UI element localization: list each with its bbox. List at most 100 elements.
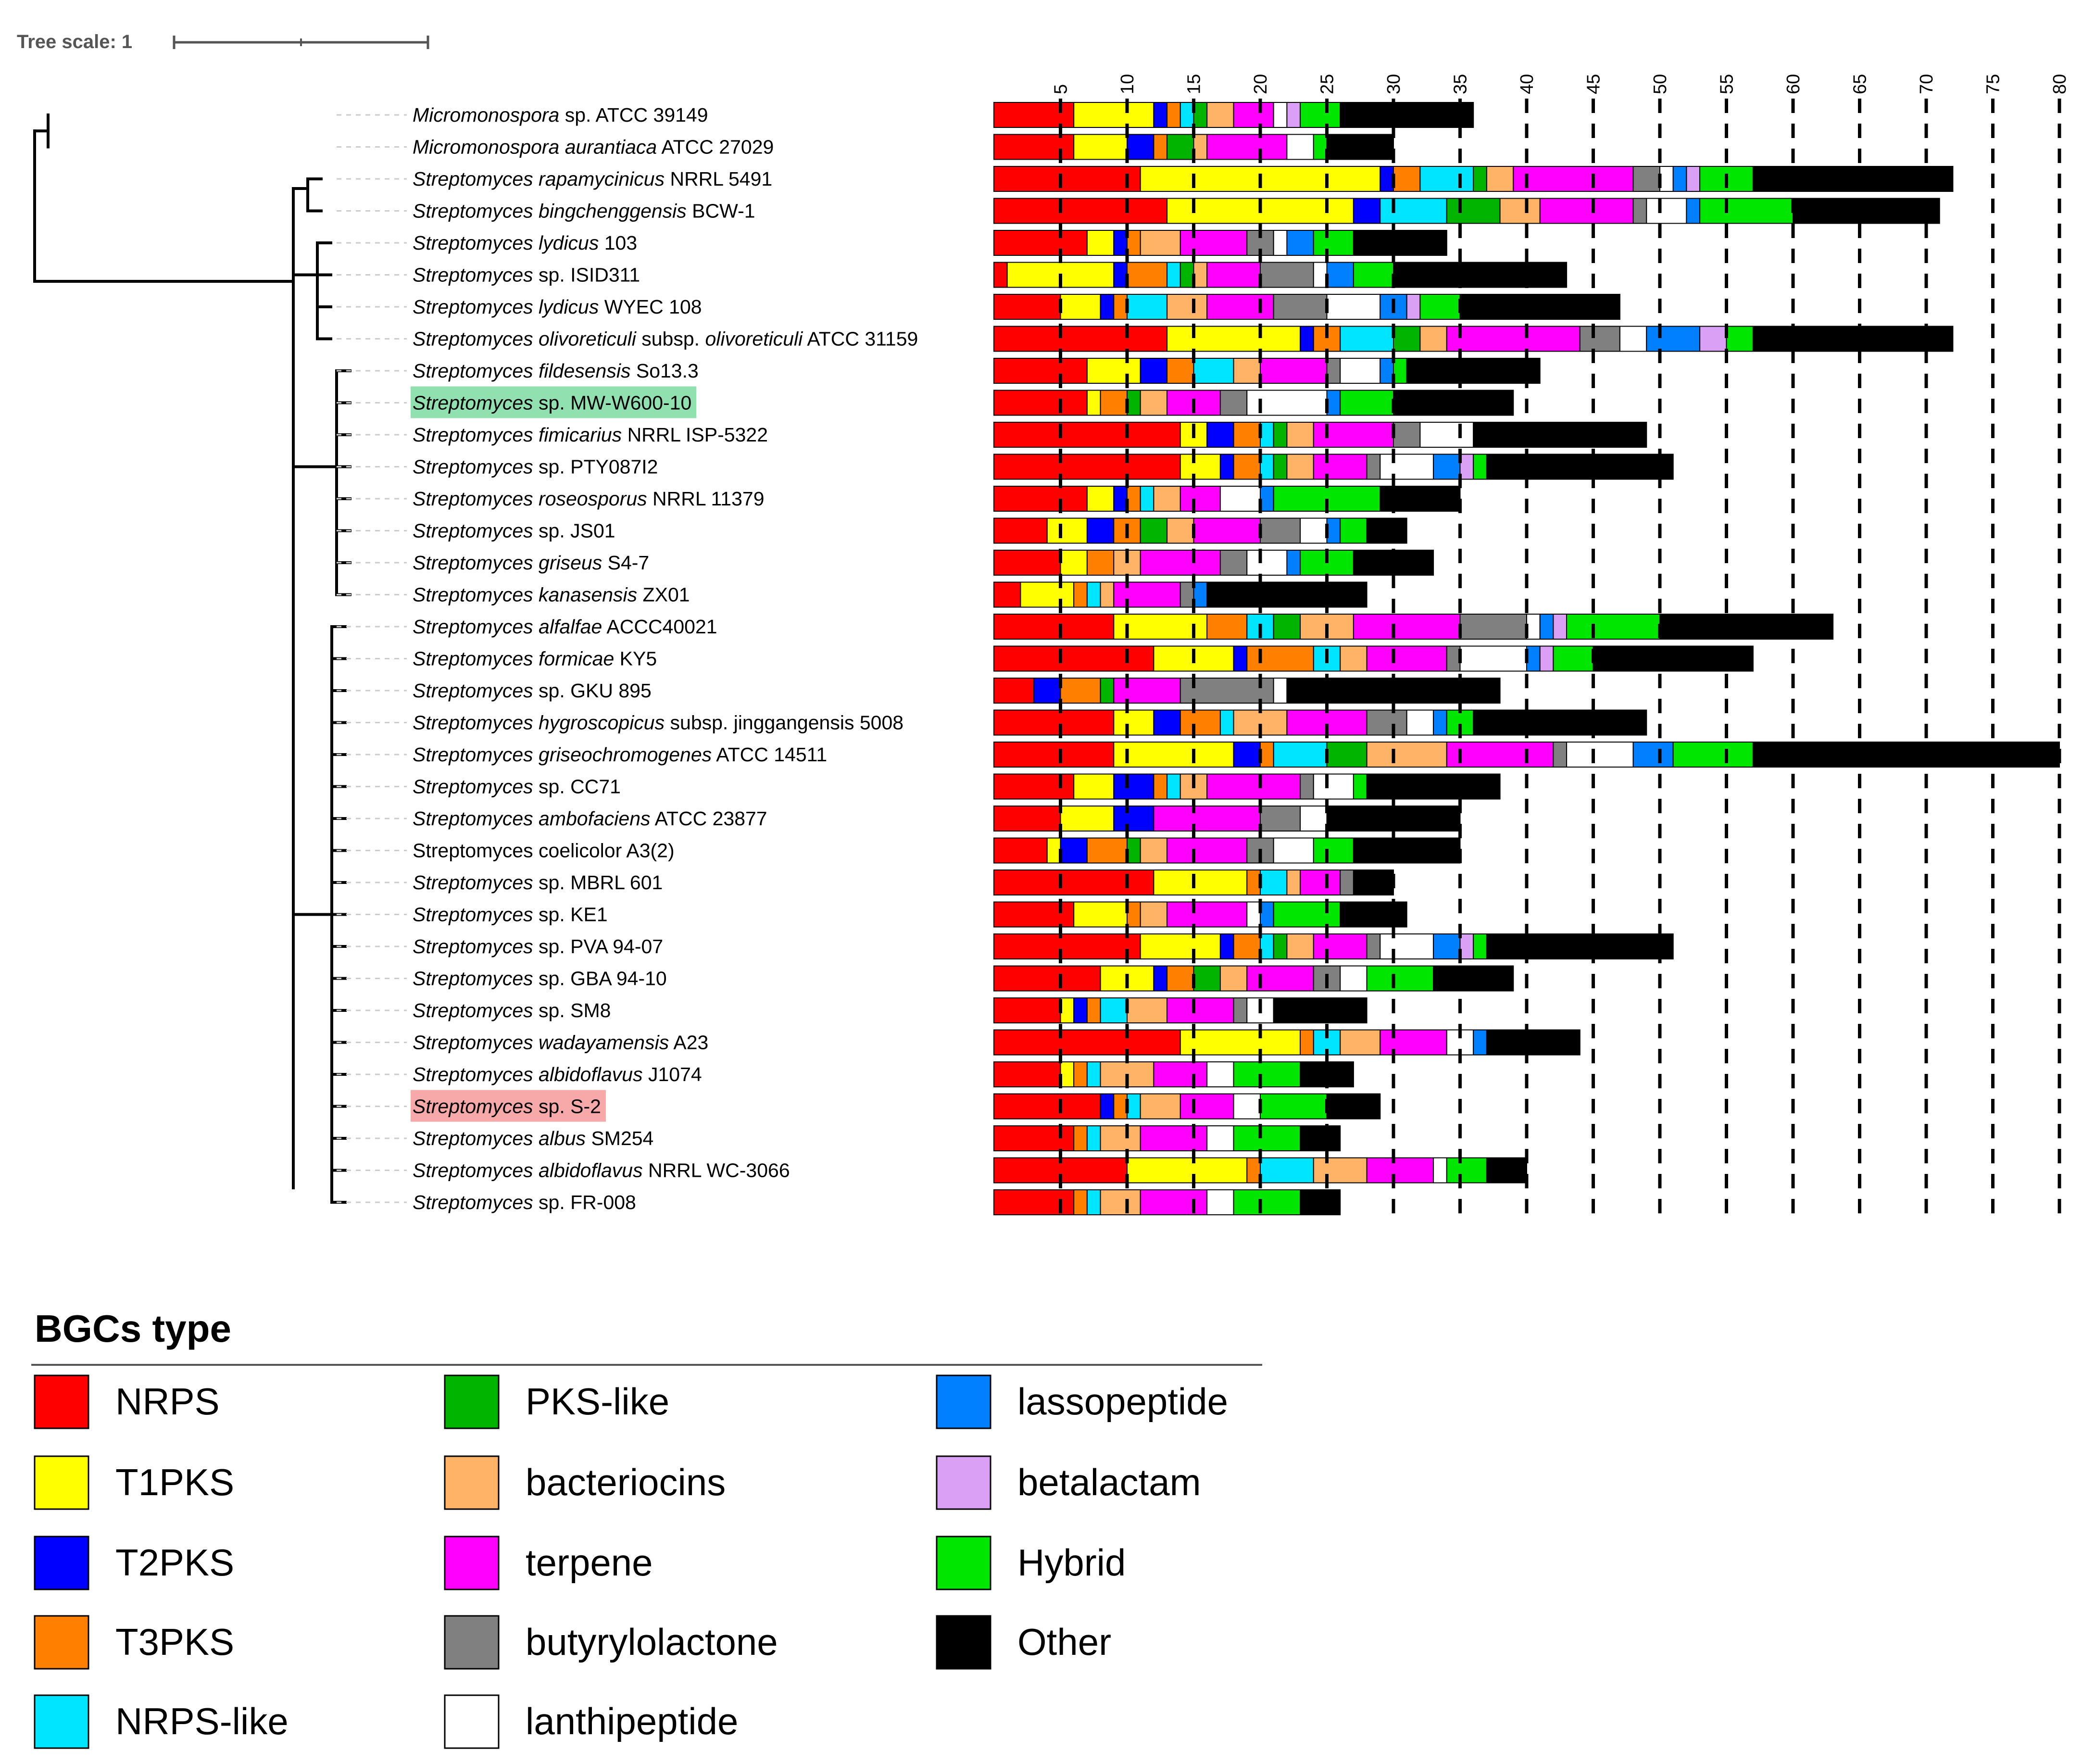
bar-row: [993, 1189, 1341, 1215]
legend-title: BGCs type: [35, 1307, 231, 1350]
bar-segment-bacteriocins: [1486, 166, 1514, 192]
bar-row: [993, 869, 1394, 895]
tree-scale-label: Tree scale: 1: [17, 31, 132, 52]
bar-segment-t3pks: [1060, 678, 1101, 704]
taxon-label-part: WYEC 108: [599, 296, 702, 318]
taxon-label-part: Streptomyces: [413, 871, 533, 894]
bar-segment-t3pks: [1113, 1093, 1128, 1120]
bar-segment-t3pks: [1153, 134, 1168, 160]
bar-segment-bacteriocins: [1100, 1125, 1141, 1151]
bar-row: [993, 262, 1568, 288]
bar-row: [993, 198, 1940, 224]
x-tick-label: 10: [1117, 74, 1138, 94]
bar-segment-nrps: [993, 166, 1141, 192]
bar-segment-butyrylolactone: [1273, 294, 1328, 320]
bar-segment-hybrid: [1473, 454, 1487, 480]
taxon-label: Streptomyces sp. SM8: [413, 999, 611, 1021]
taxon-label-part: sp. ATCC 39149: [559, 104, 708, 126]
bar-segment-t1pks: [1060, 997, 1075, 1023]
legend-label: lassopeptide: [1017, 1380, 1228, 1423]
bar-segment-other: [1459, 294, 1620, 320]
bar-segment-lassopeptide: [1632, 742, 1674, 768]
bar-segment-terpene: [1366, 645, 1447, 672]
legend-item: Other: [936, 1615, 1111, 1670]
bar-segment-t2pks: [1219, 454, 1234, 480]
bar-segment-lanthipeptide: [1246, 550, 1288, 576]
bar-segment-nrps: [993, 742, 1115, 768]
taxon-label: Streptomyces alfalfae ACCC40021: [413, 616, 717, 638]
legend-item: terpene: [444, 1536, 653, 1590]
bar-segment-lanthipeptide: [1273, 230, 1288, 256]
bar-segment-nrps-like: [1380, 198, 1447, 224]
legend-swatch: [444, 1694, 500, 1749]
bar-segment-terpene: [1246, 965, 1314, 992]
bar-segment-t1pks: [1046, 837, 1061, 864]
phylogenetic-tree: [33, 113, 351, 1204]
bar-segment-nrps-like: [1260, 422, 1274, 448]
bar-segment-bacteriocins: [1366, 742, 1447, 768]
bar-segment-t2pks: [1113, 806, 1154, 832]
taxon-label-part: Streptomyces fildesensis: [413, 360, 630, 382]
legend-label: T2PKS: [115, 1541, 234, 1584]
taxon-label: Streptomyces fimicarius NRRL ISP-5322: [413, 424, 768, 446]
x-tick-label: 35: [1451, 74, 1471, 94]
taxon-label-part: Streptomyces kanasensis: [413, 584, 637, 606]
bar-segment-t3pks: [1233, 422, 1261, 448]
bar-segment-other: [1659, 614, 1834, 640]
bar-segment-other: [1340, 102, 1474, 128]
taxon-labels: Micromonospora sp. ATCC 39149Micromonosp…: [337, 104, 918, 1213]
bar-segment-t1pks: [1086, 390, 1101, 416]
bar-segment-t1pks: [1153, 869, 1248, 895]
taxon-label-part: sp. GKU 895: [533, 680, 652, 702]
legend-item: T2PKS: [34, 1536, 234, 1590]
bar-segment-t1pks: [1073, 901, 1128, 928]
bar-segment-terpene: [1193, 517, 1261, 544]
bar-row: [993, 581, 1367, 608]
bar-segment-lanthipeptide: [1419, 422, 1474, 448]
bar-segment-nrps: [993, 1093, 1101, 1120]
taxon-label-part: Streptomyces: [413, 680, 533, 702]
bar-segment-betalactam: [1286, 102, 1301, 128]
taxon-label-part: subsp. jinggangensis 5008: [665, 712, 903, 734]
bar-segment-lassopeptide: [1193, 581, 1208, 608]
bar-segment-other: [1353, 837, 1461, 864]
bar-segment-betalactam: [1553, 614, 1568, 640]
bar-segment-pks-like: [1167, 134, 1194, 160]
taxon-label: Streptomyces kanasensis ZX01: [413, 584, 690, 606]
taxon-label-part: sp. PVA 94-07: [533, 935, 663, 958]
bar-segment-lassopeptide: [1260, 901, 1274, 928]
bar-segment-nrps: [993, 1061, 1061, 1087]
bar-segment-bacteriocins: [1286, 454, 1314, 480]
bar-segment-terpene: [1179, 486, 1221, 512]
taxon-label: Streptomyces olivoreticuli subsp. olivor…: [413, 328, 918, 350]
legend-swatch: [936, 1536, 991, 1590]
bar-segment-other: [1393, 390, 1514, 416]
bar-row: [993, 709, 1647, 736]
bar-segment-butyrylolactone: [1179, 678, 1274, 704]
bar-segment-bacteriocins: [1153, 486, 1181, 512]
x-tick-label: 20: [1251, 74, 1271, 94]
bar-segment-other: [1340, 901, 1407, 928]
bar-segment-t2pks: [1219, 933, 1234, 959]
legend-label: butyrylolactone: [526, 1621, 778, 1663]
taxon-label: Streptomyces sp. JS01: [413, 520, 615, 542]
bar-segment-t2pks: [1380, 166, 1394, 192]
bar-segment-terpene: [1113, 678, 1181, 704]
legend-label: Hybrid: [1017, 1541, 1126, 1584]
taxon-label-part: NRRL 11379: [647, 488, 765, 510]
bar-segment-pks-like: [1473, 166, 1487, 192]
bar-segment-butyrylolactone: [1260, 806, 1301, 832]
bar-segment-t2pks: [1113, 262, 1128, 288]
bar-segment-terpene: [1380, 1029, 1447, 1056]
bar-segment-other: [1752, 742, 2060, 768]
taxon-label-part: So13.3: [630, 360, 698, 382]
bar-segment-nrps: [993, 326, 1168, 352]
bar-segment-bacteriocins: [1219, 965, 1248, 992]
taxon-label: Streptomyces coelicolor A3(2): [413, 840, 675, 862]
bar-segment-t1pks: [1060, 1061, 1075, 1087]
x-tick-label: 55: [1717, 74, 1737, 94]
bar-segment-pks-like: [1193, 102, 1208, 128]
bar-segment-bacteriocins: [1286, 933, 1314, 959]
bar-segment-terpene: [1140, 1189, 1208, 1215]
legend-label: bacteriocins: [526, 1461, 726, 1503]
